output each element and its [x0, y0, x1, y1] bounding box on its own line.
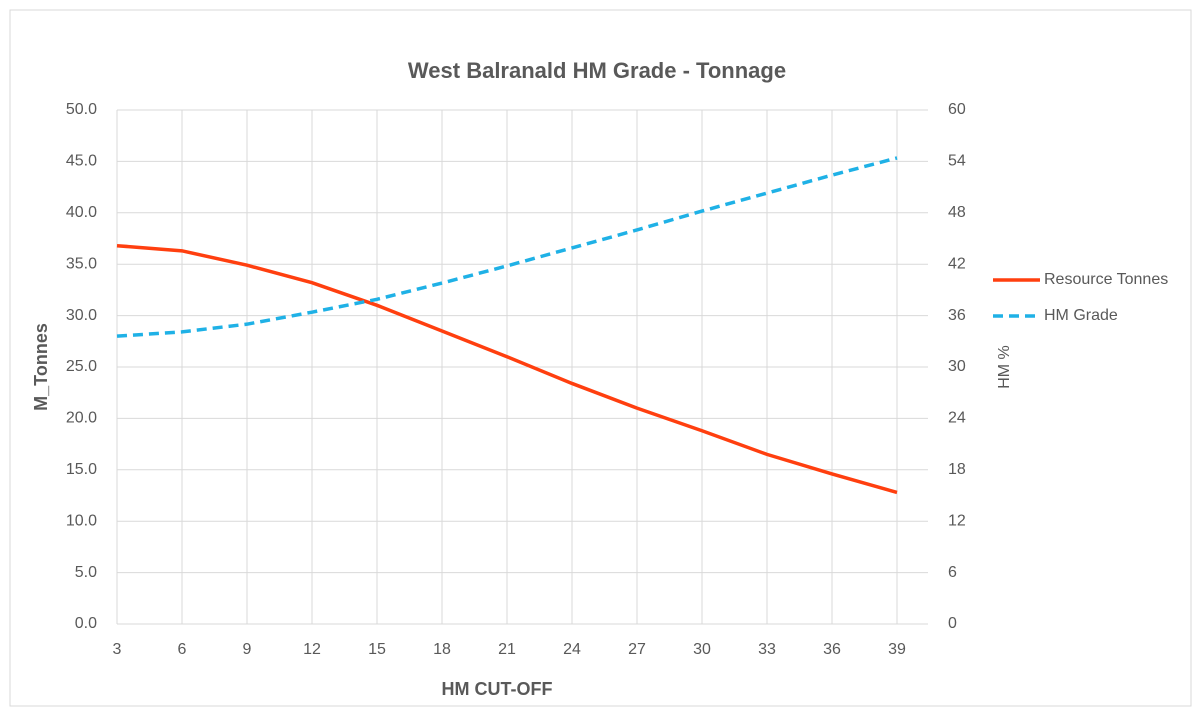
y2-axis-title: HM % [996, 345, 1013, 389]
x-tick-label: 39 [888, 641, 906, 658]
y2-tick-label: 6 [948, 564, 957, 581]
y2-tick-label: 48 [948, 204, 966, 221]
y-tick-label: 25.0 [66, 358, 97, 375]
y2-tick-label: 54 [948, 153, 966, 170]
y2-tick-label: 60 [948, 101, 966, 118]
y-tick-label: 20.0 [66, 410, 97, 427]
chart-title: West Balranald HM Grade - Tonnage [408, 58, 786, 83]
y-axis-title: M_Tonnes [31, 323, 51, 411]
y-tick-label: 30.0 [66, 307, 97, 324]
chart-border [9, 9, 1192, 707]
x-axis-title: HM CUT-OFF [442, 679, 553, 699]
x-tick-label: 3 [113, 641, 122, 658]
y2-tick-label: 12 [948, 512, 966, 529]
y-tick-label: 15.0 [66, 461, 97, 478]
x-tick-label: 6 [178, 641, 187, 658]
x-tick-label: 18 [433, 641, 451, 658]
y-tick-label: 45.0 [66, 153, 97, 170]
y2-tick-label: 30 [948, 358, 966, 375]
x-tick-label: 30 [693, 641, 711, 658]
legend-label: Resource Tonnes [1044, 271, 1168, 288]
line-series [116, 156, 898, 338]
y-tick-label: 10.0 [66, 512, 97, 529]
x-tick-label: 15 [368, 641, 386, 658]
x-tick-label: 33 [758, 641, 776, 658]
y-tick-label: 40.0 [66, 204, 97, 221]
y2-tick-label: 36 [948, 307, 966, 324]
y-tick-label: 0.0 [75, 615, 97, 632]
x-tick-label: 24 [563, 641, 581, 658]
x-tick-label: 21 [498, 641, 516, 658]
y2-tick-label: 42 [948, 255, 966, 272]
legend-label: HM Grade [1044, 307, 1118, 324]
x-tick-label: 27 [628, 641, 646, 658]
y2-tick-label: 18 [948, 461, 966, 478]
x-tick-label: 36 [823, 641, 841, 658]
y-tick-label: 35.0 [66, 255, 97, 272]
line-series [116, 243, 898, 495]
y-tick-label: 5.0 [75, 564, 97, 581]
y2-tick-label: 24 [948, 410, 966, 427]
x-tick-label: 12 [303, 641, 321, 658]
y-tick-label: 50.0 [66, 101, 97, 118]
x-tick-label: 9 [243, 641, 252, 658]
y2-tick-label: 0 [948, 615, 957, 632]
